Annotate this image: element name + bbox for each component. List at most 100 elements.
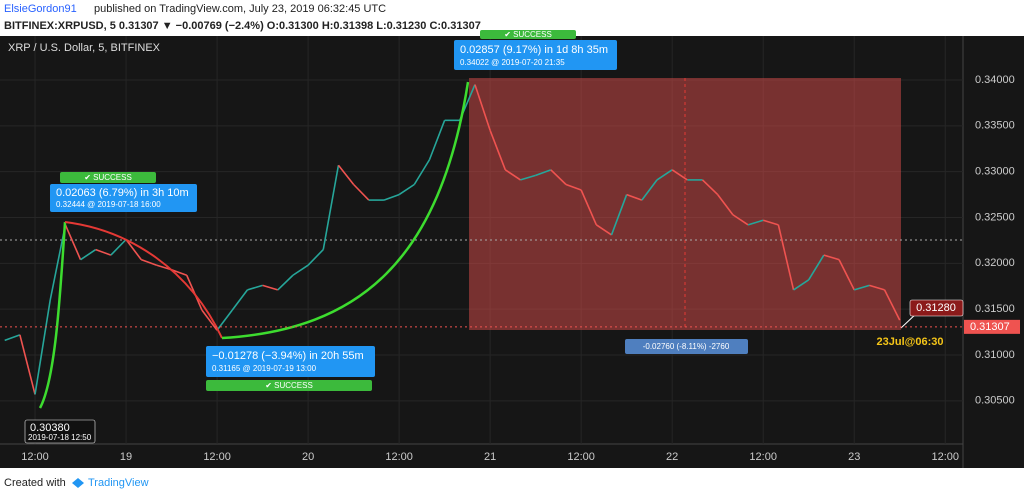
price-segment: [777, 224, 795, 291]
y-tick-label: 0.30500: [975, 395, 1015, 407]
callout-text: −0.01278 (−3.94%) in 20h 55m: [212, 350, 364, 362]
price-segment: [717, 194, 734, 216]
x-tick-label: 19: [120, 451, 132, 463]
price-segment: [125, 239, 142, 261]
price-segment: [838, 259, 855, 291]
y-tick-label: 0.31500: [975, 303, 1015, 315]
x-tick-label: 12:00: [203, 451, 231, 463]
footer-brand[interactable]: TradingView: [88, 477, 149, 489]
price-segment: [701, 179, 719, 196]
callout-text: 0.02857 (9.17%) in 1d 8h 35m: [460, 44, 608, 56]
price-segment: [19, 334, 36, 395]
y-tick-label: 0.31000: [975, 349, 1015, 361]
price-segment: [4, 334, 21, 342]
status-badge: [480, 30, 576, 39]
callout-text: 0.34022 @ 2019-07-20 21:35: [460, 58, 565, 67]
price-segment: [262, 284, 278, 291]
status-badge: [206, 380, 372, 391]
price-segment: [595, 224, 612, 236]
price-segment: [353, 183, 370, 201]
price-segment: [793, 279, 810, 291]
price-segment: [171, 268, 188, 277]
price-segment: [504, 169, 521, 181]
status: ✔ SUCCESS: [84, 173, 132, 182]
price-segment: [747, 219, 764, 226]
arrow-curve: [64, 221, 223, 339]
price-segment: [565, 183, 582, 191]
plot-background: [0, 36, 1024, 468]
price-segment: [231, 289, 249, 311]
x-tick-label: 12:00: [749, 451, 777, 463]
price-segment: [762, 219, 779, 226]
y-tick-label: 0.33000: [975, 166, 1015, 178]
callout: [50, 184, 197, 212]
y-tick-label: 0.32000: [975, 257, 1015, 269]
last-price-box: [964, 319, 1020, 334]
price-segment: [95, 248, 112, 256]
price-segment: [671, 169, 688, 181]
price-segment: [80, 248, 97, 261]
callout: [454, 40, 617, 70]
callout-text: 0.31165 @ 2019-07-19 13:00: [212, 364, 317, 373]
price-segment: [110, 238, 127, 256]
x-tick-label: 12:00: [21, 451, 49, 463]
price-segment: [428, 120, 446, 161]
price-segment: [140, 258, 157, 266]
callout: [24, 419, 96, 444]
x-tick-label: 22: [666, 451, 678, 463]
status-badge: [60, 172, 156, 183]
callout: [206, 346, 375, 377]
price-segment: [626, 193, 643, 201]
x-tick-label: 23: [848, 451, 860, 463]
pointer-box: [909, 299, 964, 317]
y-tick-label: 0.34000: [975, 74, 1015, 86]
price-segment: [610, 194, 628, 236]
price-segment: [656, 169, 673, 181]
published-text: published on TradingView.com, July 23, 2…: [94, 3, 386, 15]
price-segment: [641, 179, 658, 201]
price-segment: [520, 174, 536, 181]
price-segment: [307, 249, 324, 266]
status: ✔ SUCCESS: [504, 30, 552, 39]
x-tick-label: 12:00: [567, 451, 595, 463]
arrow-curve: [221, 81, 470, 340]
price-segment: [883, 289, 901, 321]
price-segment: [474, 84, 491, 131]
series: [4, 84, 901, 395]
price-segment: [580, 189, 598, 226]
pointer-time: 23Jul@06:30: [877, 336, 944, 348]
price-segment: [869, 284, 885, 291]
price-segment: [64, 224, 82, 260]
price-segment: [322, 165, 340, 250]
x-tick-label: 21: [484, 451, 496, 463]
callout-text: 0.02063 (6.79%) in 3h 10m: [56, 187, 189, 199]
x-tick-label: 20: [302, 451, 314, 463]
price-segment: [398, 183, 415, 196]
symbol-line: BITFINEX:XRPUSD, 5 0.31307 ▼ −0.00769 (−…: [4, 20, 481, 32]
range-label-box: [625, 339, 748, 354]
callout-text: 0.30380: [30, 422, 70, 434]
price-segment: [853, 284, 870, 291]
x-tick-label: 12:00: [385, 451, 413, 463]
price-segment: [34, 299, 51, 395]
price-segment: [247, 284, 263, 291]
chart-title: XRP / U.S. Dollar, 5, BITFINEX: [8, 42, 161, 54]
price-segment: [383, 193, 400, 201]
x-tick-label: 12:00: [931, 451, 959, 463]
price-segment: [201, 309, 218, 331]
publisher[interactable]: ElsieGordon91: [4, 3, 77, 15]
price-segment: [823, 254, 840, 261]
last-price-label: 0.31307: [970, 321, 1010, 333]
callout-text: 2019-07-18 12:50: [28, 433, 92, 442]
price-segment: [550, 169, 567, 186]
price-segment: [535, 169, 552, 177]
y-tick-label: 0.33500: [975, 120, 1015, 132]
arrow-curve: [38, 221, 67, 409]
status: ✔ SUCCESS: [265, 381, 313, 390]
price-segment: [216, 309, 233, 331]
callout-text: 0.32444 @ 2019-07-18 16:00: [56, 200, 161, 209]
price-segment: [277, 274, 294, 291]
footer-created: Created with: [4, 477, 66, 489]
